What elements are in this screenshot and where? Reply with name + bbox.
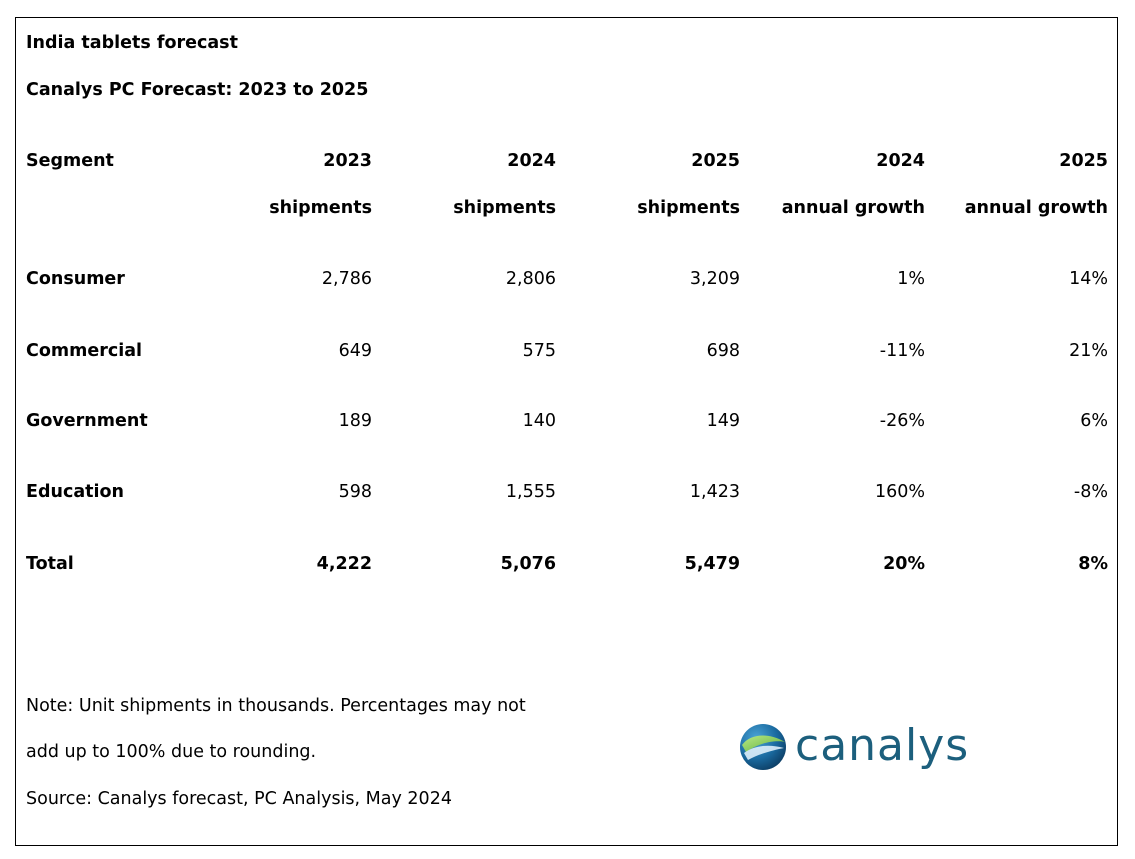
- header-segment: Segment: [26, 151, 114, 171]
- cell-2025-growth: -8%: [1073, 482, 1108, 502]
- header-2024-label: shipments: [453, 198, 556, 218]
- logo-wordmark: canalys: [795, 720, 970, 771]
- cell-2025-shipments: 1,423: [689, 482, 740, 502]
- cell-2023-shipments: 4,222: [316, 554, 372, 574]
- page-title: India tablets forecast: [26, 33, 238, 53]
- cell-2025-shipments: 3,209: [689, 269, 740, 289]
- row-segment: Government: [26, 411, 148, 431]
- cell-2024-growth: 1%: [897, 269, 925, 289]
- cell-2025-growth: 14%: [1069, 269, 1108, 289]
- cell-2024-shipments: 2,806: [505, 269, 556, 289]
- cell-2023-shipments: 2,786: [321, 269, 372, 289]
- row-segment: Total: [26, 554, 74, 574]
- header-2025-growth-year: 2025: [1059, 151, 1108, 171]
- page-subtitle: Canalys PC Forecast: 2023 to 2025: [26, 80, 369, 100]
- cell-2024-growth: -26%: [879, 411, 925, 431]
- cell-2024-shipments: 1,555: [505, 482, 556, 502]
- cell-2024-shipments: 575: [522, 341, 556, 361]
- table-frame: [15, 17, 1118, 846]
- cell-2025-shipments: 149: [706, 411, 740, 431]
- header-2023-label: shipments: [269, 198, 372, 218]
- cell-2025-growth: 6%: [1080, 411, 1108, 431]
- note-line-2: add up to 100% due to rounding.: [26, 742, 317, 762]
- row-segment: Commercial: [26, 341, 143, 361]
- canalys-logo: canalys: [738, 721, 968, 773]
- cell-2024-growth: 20%: [883, 554, 925, 574]
- canalys-globe-logo-icon: [740, 724, 786, 770]
- header-2025-label: shipments: [637, 198, 740, 218]
- header-2024-growth-year: 2024: [876, 151, 925, 171]
- header-2025-year: 2025: [691, 151, 740, 171]
- row-segment: Consumer: [26, 269, 125, 289]
- header-2025-growth-label: annual growth: [964, 198, 1108, 218]
- cell-2024-shipments: 5,076: [500, 554, 556, 574]
- cell-2025-shipments: 5,479: [684, 554, 740, 574]
- header-2023-year: 2023: [323, 151, 372, 171]
- cell-2025-shipments: 698: [706, 341, 740, 361]
- note-line-1: Note: Unit shipments in thousands. Perce…: [26, 696, 526, 716]
- source-note: Source: Canalys forecast, PC Analysis, M…: [26, 789, 452, 809]
- row-segment: Education: [26, 482, 124, 502]
- header-2024-year: 2024: [507, 151, 556, 171]
- header-2024-growth-label: annual growth: [781, 198, 925, 218]
- cell-2025-growth: 8%: [1078, 554, 1108, 574]
- cell-2024-growth: -11%: [879, 341, 925, 361]
- cell-2023-shipments: 649: [338, 341, 372, 361]
- cell-2023-shipments: 189: [338, 411, 372, 431]
- cell-2024-shipments: 140: [522, 411, 556, 431]
- cell-2023-shipments: 598: [338, 482, 372, 502]
- cell-2025-growth: 21%: [1069, 341, 1108, 361]
- cell-2024-growth: 160%: [874, 482, 925, 502]
